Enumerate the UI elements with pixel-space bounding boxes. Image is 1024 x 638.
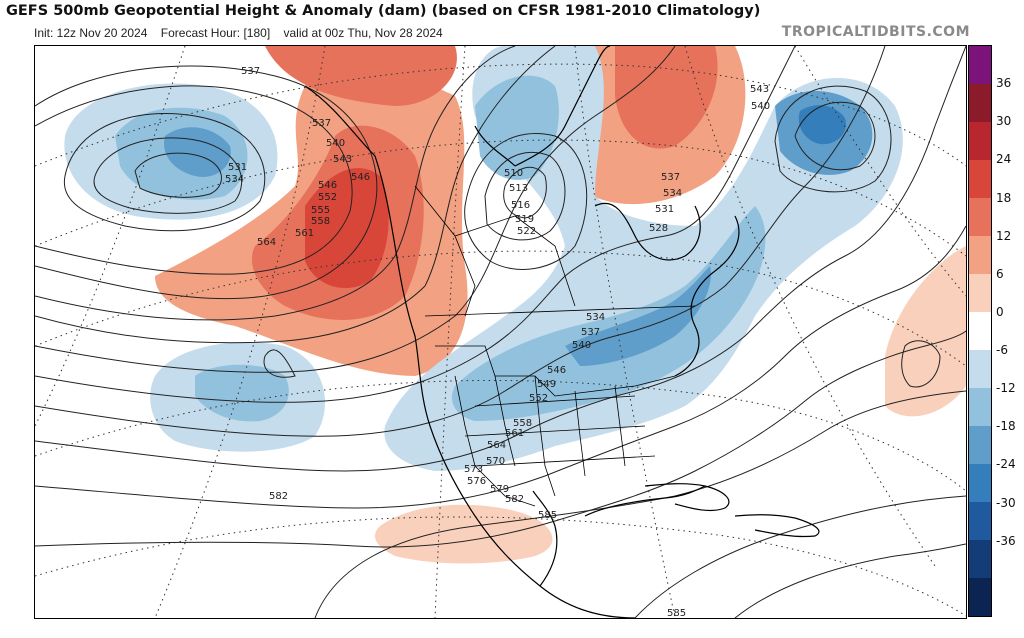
anomaly-shading xyxy=(64,46,966,564)
contour-label: 540 xyxy=(572,340,591,351)
positive-anomaly-greenland-core xyxy=(615,46,718,149)
colorbar-tick-label: 24 xyxy=(996,152,1012,167)
colorbar-tick-label: -6 xyxy=(996,343,1008,358)
contour-label: 558 xyxy=(311,216,330,227)
positive-anomaly-pacific-max xyxy=(305,167,389,289)
contour-label: 582 xyxy=(505,494,524,505)
colorbar-tick-label: -36 xyxy=(996,533,1016,548)
contour-label: 576 xyxy=(467,476,486,487)
contour-label: 549 xyxy=(537,379,556,390)
contour-label: 534 xyxy=(225,174,244,185)
contour-label: 564 xyxy=(257,237,276,248)
contour-label: 531 xyxy=(228,162,247,173)
colorbar-tick-label: 36 xyxy=(996,76,1012,91)
contour-label: 522 xyxy=(517,226,536,237)
graticule xyxy=(35,46,966,618)
contour-label: 561 xyxy=(295,228,314,239)
contour-label: 582 xyxy=(269,491,288,502)
colorbar-tick-label: 6 xyxy=(996,266,1004,281)
height-contours xyxy=(35,46,966,618)
contour-label: 543 xyxy=(333,154,352,165)
contour-label: 519 xyxy=(515,214,534,225)
positive-anomaly-northwest xyxy=(265,46,457,106)
contour-label: 537 xyxy=(312,118,331,129)
contour-label: 528 xyxy=(649,223,668,234)
contour-label: 537 xyxy=(581,327,600,338)
contour-label: 510 xyxy=(504,168,523,179)
colorbar-tick-label: -18 xyxy=(996,419,1016,434)
contour-label: 546 xyxy=(547,365,566,376)
map-title: GEFS 500mb Geopotential Height & Anomaly… xyxy=(6,3,761,19)
valid-time: valid at 00z Thu, Nov 28 2024 xyxy=(283,26,443,40)
colorbar-tick-label: 12 xyxy=(996,228,1012,243)
anomaly-colorbar xyxy=(968,45,992,617)
contour-label: 516 xyxy=(511,200,530,211)
colorbar-labels: 36 30 24 18 12 6 0 -6 -12 -18 -24 -30 -36 xyxy=(994,45,1024,617)
contour-label: 570 xyxy=(486,456,505,467)
contour-label: 537 xyxy=(661,172,680,183)
contour-label: 573 xyxy=(464,464,483,475)
contour-label: 579 xyxy=(490,484,509,495)
colorbar-tick-label: 18 xyxy=(996,190,1012,205)
contour-label: 540 xyxy=(751,101,770,112)
contour-labels: 537 531 534 537 540 543 546 546 552 555 … xyxy=(225,66,770,618)
contour-label: 543 xyxy=(750,84,769,95)
contour-label: 564 xyxy=(487,440,506,451)
contour-label: 513 xyxy=(509,183,528,194)
map-canvas: 537 531 534 537 540 543 546 546 552 555 … xyxy=(35,46,966,618)
negative-anomaly-us-core xyxy=(451,206,766,421)
contour-label: 534 xyxy=(663,188,682,199)
forecast-hour: Forecast Hour: [180] xyxy=(160,26,271,40)
contour-label: 585 xyxy=(538,510,557,521)
colorbar-tick-label: -12 xyxy=(996,381,1016,396)
colorbar-tick-label: -30 xyxy=(996,495,1016,510)
init-time: Init: 12z Nov 20 2024 xyxy=(34,26,148,40)
contour-label: 546 xyxy=(351,172,370,183)
negative-anomaly-subtropical-pacific-core xyxy=(195,364,289,422)
colorbar-tick-label: -24 xyxy=(996,457,1016,472)
contour-label: 546 xyxy=(318,180,337,191)
colorbar-tick-label: 0 xyxy=(996,304,1004,319)
contour-label: 561 xyxy=(505,428,524,439)
positive-anomaly-atlantic xyxy=(885,246,966,417)
brand-watermark: TROPICALTIDBITS.COM xyxy=(781,24,970,40)
contour-label: 552 xyxy=(529,393,548,404)
contour-label: 555 xyxy=(311,205,330,216)
colorbar-tick-label: 30 xyxy=(996,114,1012,129)
coastlines xyxy=(304,46,820,618)
political-borders xyxy=(414,185,696,507)
contour-label: 540 xyxy=(326,138,345,149)
positive-anomaly-mexico xyxy=(375,504,553,564)
contour-label: 534 xyxy=(586,312,605,323)
negative-anomaly-east-max xyxy=(798,105,846,145)
map-panel: 537 531 534 537 540 543 546 546 552 555 … xyxy=(34,45,967,619)
contour-label: 531 xyxy=(655,204,674,215)
map-subtitle: Init: 12z Nov 20 2024 Forecast Hour: [18… xyxy=(34,26,443,40)
contour-label: 585 xyxy=(667,608,686,618)
negative-anomaly-north-pacific-max xyxy=(164,127,231,177)
contour-label: 558 xyxy=(513,418,532,429)
negative-anomaly-greatlakes-max xyxy=(565,266,711,366)
contour-label: 552 xyxy=(318,192,337,203)
contour-label: 537 xyxy=(241,66,260,77)
